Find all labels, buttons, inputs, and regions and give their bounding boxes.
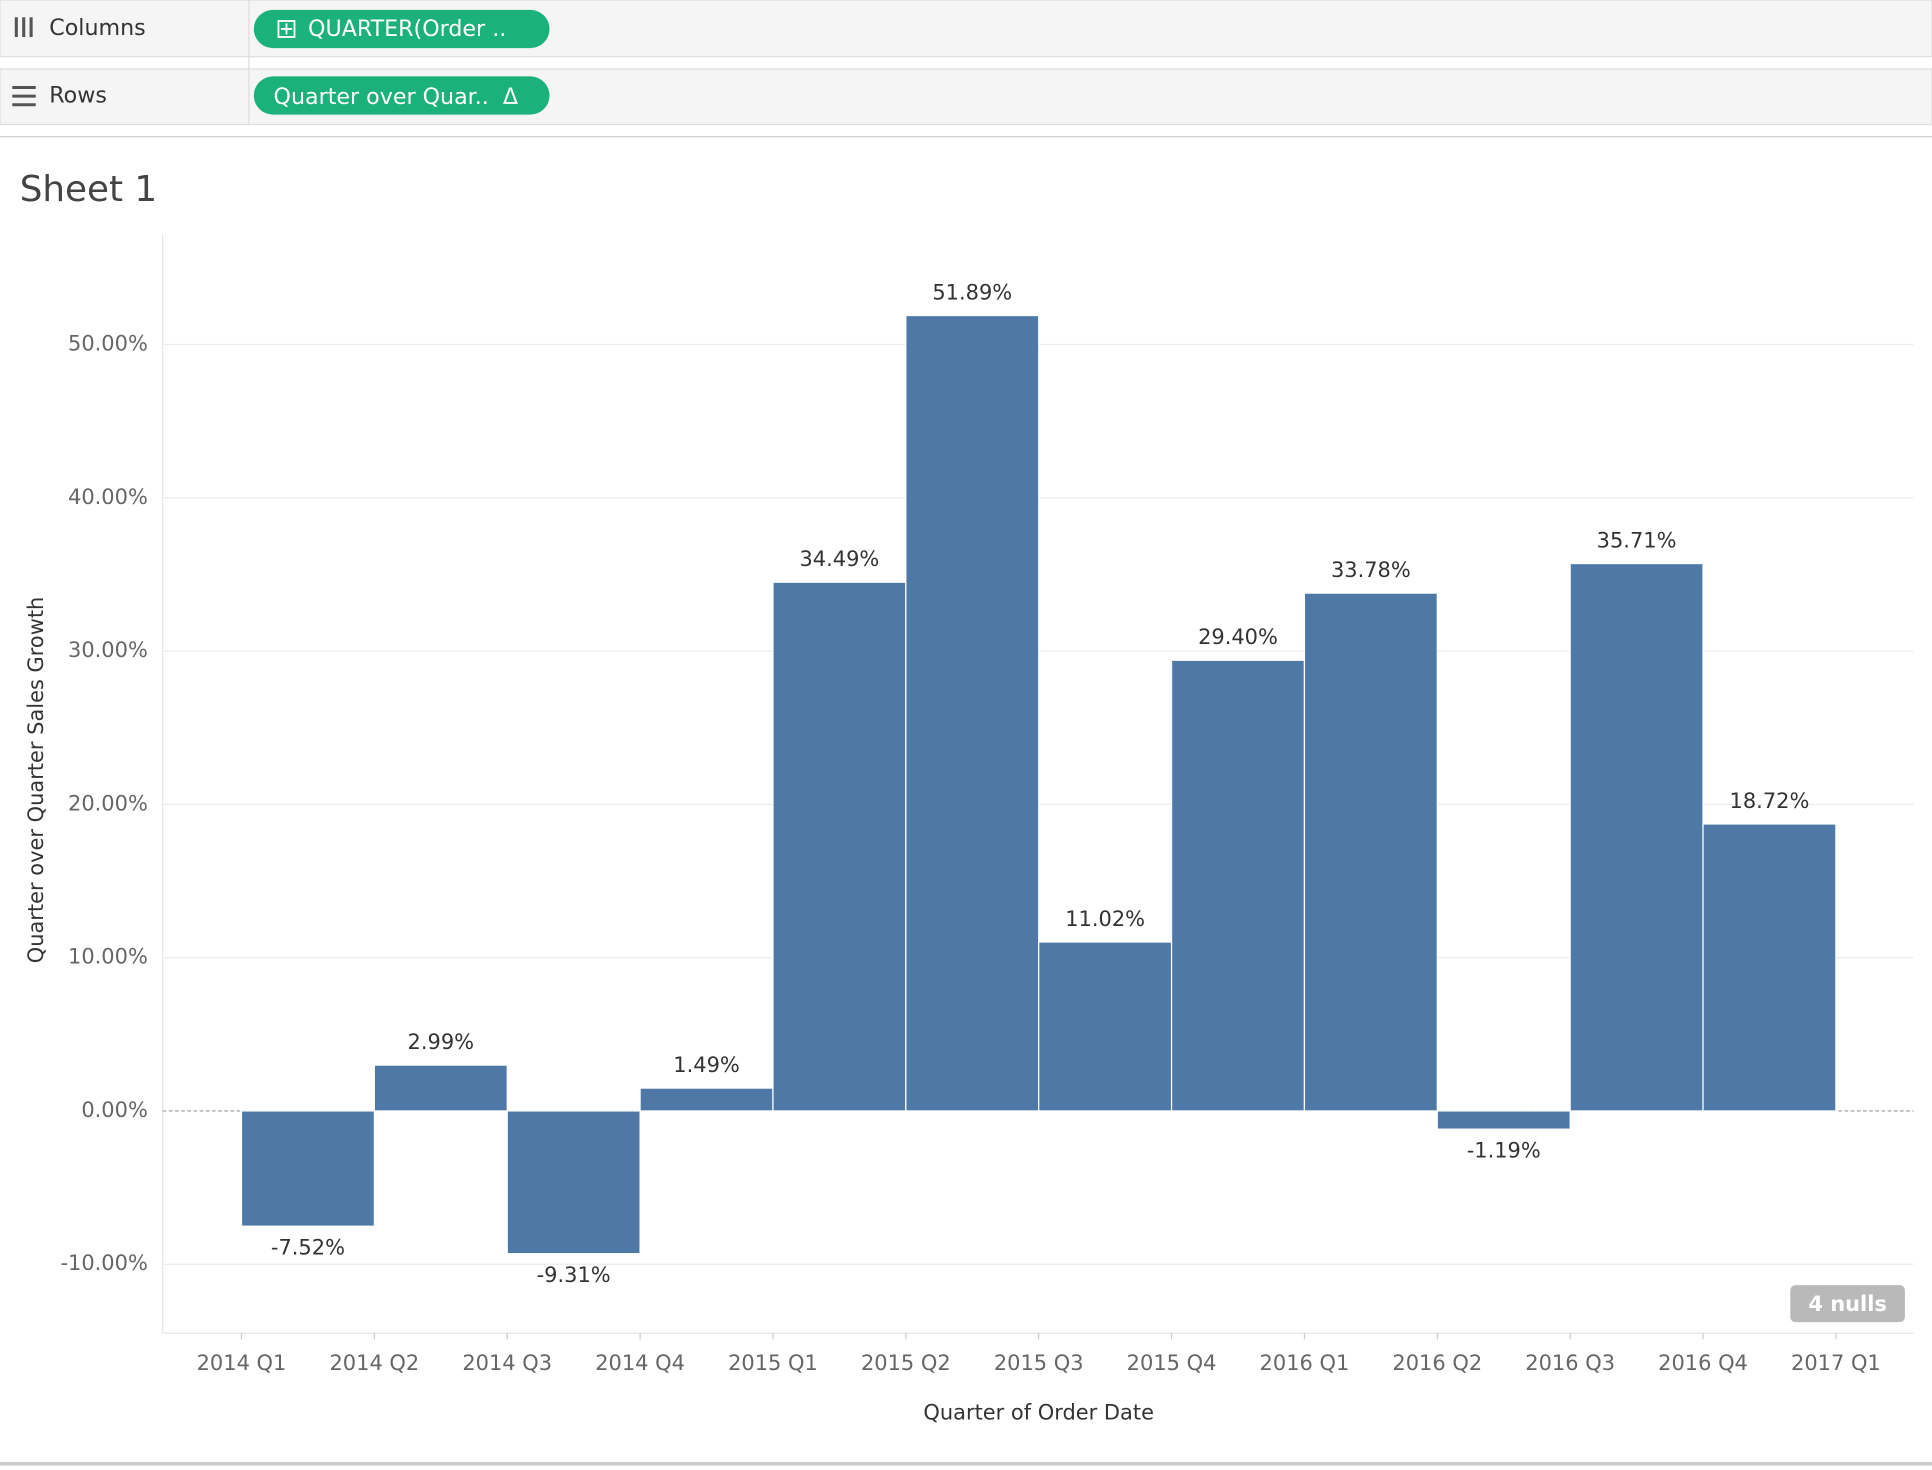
- x-tick-label: 2014 Q3: [462, 1351, 552, 1375]
- pill-text: Quarter over Quar.. Δ: [274, 84, 519, 110]
- sheet-title: Sheet 1: [20, 169, 157, 210]
- bar: [373, 1064, 508, 1112]
- data-label: 51.89%: [932, 280, 1012, 304]
- data-label: -9.31%: [537, 1263, 611, 1287]
- x-tick-label: 2016 Q3: [1525, 1351, 1615, 1375]
- bar: [639, 1087, 774, 1112]
- bar: [1038, 941, 1173, 1112]
- bar: [1702, 823, 1837, 1112]
- nulls-badge[interactable]: [1790, 1285, 1905, 1323]
- x-tick-label: 2017 Q1: [1791, 1351, 1881, 1375]
- y-tick-label: 30.00%: [68, 638, 148, 662]
- x-tick-label: 2014 Q2: [329, 1351, 419, 1375]
- bar: [1170, 659, 1306, 1112]
- x-tick-label: 2016 Q4: [1658, 1351, 1748, 1375]
- x-axis-title: Quarter of Order Date: [923, 1400, 1154, 1424]
- shelf-label: Columns: [49, 15, 145, 41]
- x-tick-label: 2015 Q4: [1127, 1351, 1217, 1375]
- bar: [506, 1110, 641, 1255]
- columns-icon: [14, 17, 33, 37]
- data-label: 33.78%: [1331, 558, 1411, 582]
- data-label: 34.49%: [799, 547, 879, 571]
- x-tick-label: 2015 Q3: [994, 1351, 1084, 1375]
- bar: [905, 314, 1040, 1112]
- rows-icon: [12, 85, 36, 107]
- y-tick-label: 10.00%: [68, 945, 148, 969]
- y-tick-label: 20.00%: [68, 791, 148, 815]
- data-label: -1.19%: [1467, 1138, 1541, 1162]
- data-label: 1.49%: [673, 1053, 740, 1077]
- y-tick-label: 40.00%: [68, 485, 148, 509]
- pill-icon: [280, 23, 293, 35]
- bar: [1569, 562, 1704, 1112]
- bar: [772, 581, 907, 1112]
- y-axis-title: Quarter over Quarter Sales Growth: [24, 597, 48, 964]
- pill-icon: [277, 20, 296, 38]
- bar: [240, 1110, 375, 1227]
- pill[interactable]: [253, 76, 550, 115]
- y-tick-label: -10.00%: [60, 1251, 147, 1275]
- data-label: 11.02%: [1065, 907, 1145, 931]
- x-tick-label: 2014 Q4: [595, 1351, 685, 1375]
- shelf-label: Rows: [49, 83, 107, 109]
- x-tick-label: 2016 Q1: [1260, 1351, 1350, 1375]
- x-tick-label: 2016 Q2: [1392, 1351, 1482, 1375]
- pill[interactable]: [253, 9, 550, 49]
- bar: [1303, 592, 1438, 1112]
- bar: [1436, 1110, 1571, 1130]
- data-label: 35.71%: [1597, 528, 1677, 552]
- data-label: 29.40%: [1198, 625, 1278, 649]
- x-tick-label: 2015 Q1: [728, 1351, 818, 1375]
- pill-text: QUARTER(Order ..: [308, 16, 506, 42]
- data-label: 2.99%: [408, 1030, 475, 1054]
- y-tick-label: 0.00%: [81, 1098, 148, 1122]
- nulls-text: 4 nulls: [1808, 1292, 1887, 1316]
- y-tick-label: 50.00%: [68, 332, 148, 356]
- data-label: -7.52%: [271, 1235, 345, 1259]
- x-tick-label: 2014 Q1: [197, 1351, 287, 1375]
- data-label: 18.72%: [1730, 789, 1810, 813]
- x-tick-label: 2015 Q2: [861, 1351, 951, 1375]
